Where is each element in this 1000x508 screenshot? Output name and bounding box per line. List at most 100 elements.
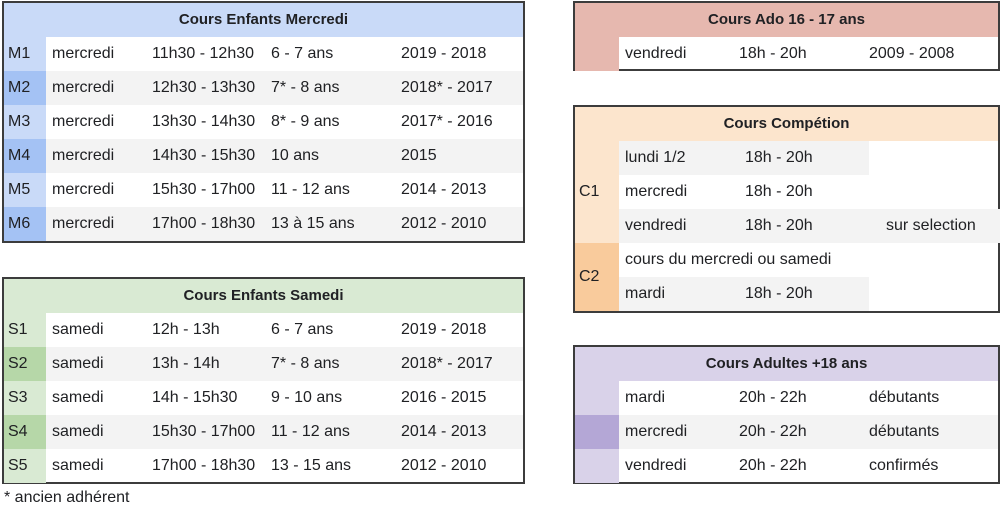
samedi-table: Cours Enfants Samedi S1 samedi 12h - 13h 6 … — [2, 277, 525, 484]
competition-c1-time-2: 18h - 20h — [745, 183, 813, 200]
adultes-row-content: mercredi 20h - 22h débutants — [619, 415, 998, 449]
samedi-day: samedi — [52, 423, 104, 440]
samedi-time: 17h00 - 18h30 — [152, 457, 256, 474]
competition-selection: sur selection — [886, 217, 976, 234]
samedi-code: S3 — [4, 381, 46, 415]
samedi-row-content: samedi 15h30 - 17h00 11 - 12 ans 2014 - 201… — [46, 415, 523, 449]
samedi-row: S3 samedi 14h - 15h30 9 - 10 ans 2016 - 2015 — [4, 381, 523, 415]
mercredi-years: 2015 — [401, 147, 437, 164]
adultes-row-content: vendredi 20h - 22h confirmés — [619, 449, 998, 483]
mercredi-row: M2 mercredi 12h30 - 13h30 7* - 8 ans 2018* -… — [4, 71, 523, 105]
samedi-age: 13 - 15 ans — [271, 457, 352, 474]
mercredi-table: Cours Enfants Mercredi M1 mercredi 11h30 -… — [2, 1, 525, 243]
adultes-time: 20h - 22h — [739, 457, 807, 474]
samedi-years: 2016 - 2015 — [401, 389, 487, 406]
competition-c2-text: cours du mercredi ou samedi — [625, 251, 832, 268]
footnote: * ancien adhérent — [4, 489, 130, 506]
samedi-time: 15h30 - 17h00 — [152, 423, 256, 440]
adultes-row-content: mardi 20h - 22h débutants — [619, 381, 998, 415]
mercredi-time: 17h00 - 18h30 — [152, 215, 256, 232]
mercredi-code: M3 — [4, 105, 46, 139]
mercredi-rows: M1 mercredi 11h30 - 12h30 6 - 7 ans 2019 - 2… — [4, 37, 523, 241]
mercredi-row: M3 mercredi 13h30 - 14h30 8* - 9 ans 2017* -… — [4, 105, 523, 139]
samedi-row: S4 samedi 15h30 - 17h00 11 - 12 ans 2014 - 2… — [4, 415, 523, 449]
samedi-time: 14h - 15h30 — [152, 389, 238, 406]
samedi-time: 12h - 13h — [152, 321, 220, 338]
adultes-day: vendredi — [625, 457, 687, 474]
mercredi-years: 2018* - 2017 — [401, 79, 493, 96]
mercredi-age: 8* - 9 ans — [271, 113, 340, 130]
adultes-code-cell — [575, 449, 619, 483]
mercredi-row: M5 mercredi 15h30 - 17h00 11 - 12 ans 2014 -… — [4, 173, 523, 207]
mercredi-row: M6 mercredi 17h00 - 18h30 13 à 15 ans 2012 -… — [4, 207, 523, 241]
samedi-years: 2012 - 2010 — [401, 457, 487, 474]
adultes-level: débutants — [869, 423, 940, 440]
competition-c1-day-2: mercredi — [625, 183, 688, 200]
samedi-age: 7* - 8 ans — [271, 355, 340, 372]
ado-row: vendredi 18h - 20h 2009 - 2008 — [575, 37, 998, 71]
mercredi-code: M6 — [4, 207, 46, 241]
ado-code-cell — [575, 37, 619, 71]
samedi-day: samedi — [52, 355, 104, 372]
samedi-day: samedi — [52, 389, 104, 406]
mercredi-years: 2019 - 2018 — [401, 45, 487, 62]
samedi-row-content: samedi 12h - 13h 6 - 7 ans 2019 - 2018 — [46, 313, 523, 347]
adultes-day: mercredi — [625, 423, 688, 440]
ado-time: 18h - 20h — [739, 45, 807, 62]
adultes-code-cell — [575, 381, 619, 415]
mercredi-age: 10 ans — [271, 147, 320, 164]
samedi-code: S5 — [4, 449, 46, 483]
ado-table: Cours Ado 16 - 17 ans vendredi 18h - 20h… — [573, 1, 1000, 71]
samedi-code: S1 — [4, 313, 46, 347]
mercredi-row: M4 mercredi 14h30 - 15h30 10 ans 2015 — [4, 139, 523, 173]
mercredi-time: 15h30 - 17h00 — [152, 181, 256, 198]
mercredi-years: 2014 - 2013 — [401, 181, 487, 198]
samedi-row: S1 samedi 12h - 13h 6 - 7 ans 2019 - 2018 — [4, 313, 523, 347]
samedi-title: Cours Enfants Samedi — [4, 279, 523, 313]
mercredi-code: M2 — [4, 71, 46, 105]
samedi-rows: S1 samedi 12h - 13h 6 - 7 ans 2019 - 2018 S2 s… — [4, 313, 523, 483]
adultes-row: mercredi 20h - 22h débutants — [575, 415, 998, 449]
competition-title: Cours Compétion — [575, 107, 998, 141]
samedi-code: S2 — [4, 347, 46, 381]
samedi-years: 2018* - 2017 — [401, 355, 493, 372]
samedi-code: S4 — [4, 415, 46, 449]
ado-title: Cours Ado 16 - 17 ans — [575, 3, 998, 37]
mercredi-day: mercredi — [52, 79, 115, 96]
ado-day: vendredi — [625, 45, 687, 62]
mercredi-day: mercredi — [52, 215, 115, 232]
adultes-day: mardi — [625, 389, 666, 406]
samedi-age: 6 - 7 ans — [271, 321, 334, 338]
competition-c1-time-3: 18h - 20h — [745, 217, 813, 234]
competition-c1-code: C1 — [579, 183, 600, 200]
adultes-time: 20h - 22h — [739, 389, 807, 406]
adultes-time: 20h - 22h — [739, 423, 807, 440]
adultes-table: Cours Adultes +18 ans mardi 20h - 22h débu… — [573, 345, 1000, 484]
samedi-day: samedi — [52, 321, 104, 338]
mercredi-day: mercredi — [52, 113, 115, 130]
samedi-day: samedi — [52, 457, 104, 474]
mercredi-years: 2012 - 2010 — [401, 215, 487, 232]
competition-c2-block — [575, 243, 619, 311]
adultes-title: Cours Adultes +18 ans — [575, 347, 998, 381]
adultes-code-cell — [575, 415, 619, 449]
samedi-row-content: samedi 14h - 15h30 9 - 10 ans 2016 - 2015 — [46, 381, 523, 415]
adultes-level: confirmés — [869, 457, 939, 474]
competition-c2-time: 18h - 20h — [745, 285, 813, 302]
samedi-row: S2 samedi 13h - 14h 7* - 8 ans 2018* - 2017 — [4, 347, 523, 381]
mercredi-code: M4 — [4, 139, 46, 173]
samedi-row: S5 samedi 17h00 - 18h30 13 - 15 ans 2012 - 2… — [4, 449, 523, 483]
competition-c1-day-3: vendredi — [625, 217, 687, 234]
competition-c1-day-1: lundi 1/2 — [625, 149, 686, 166]
competition-c1-block — [575, 141, 619, 243]
mercredi-time: 11h30 - 12h30 — [152, 45, 255, 62]
samedi-age: 11 - 12 ans — [271, 423, 350, 440]
adultes-row: vendredi 20h - 22h confirmés — [575, 449, 998, 483]
mercredi-time: 12h30 - 13h30 — [152, 79, 256, 96]
mercredi-age: 13 à 15 ans — [271, 215, 355, 232]
competition-c2-code: C2 — [579, 268, 600, 285]
samedi-row-content: samedi 17h00 - 18h30 13 - 15 ans 2012 - 201… — [46, 449, 523, 483]
mercredi-row-content: mercredi 11h30 - 12h30 6 - 7 ans 2019 - 201… — [46, 37, 523, 71]
samedi-time: 13h - 14h — [152, 355, 220, 372]
mercredi-age: 6 - 7 ans — [271, 45, 334, 62]
